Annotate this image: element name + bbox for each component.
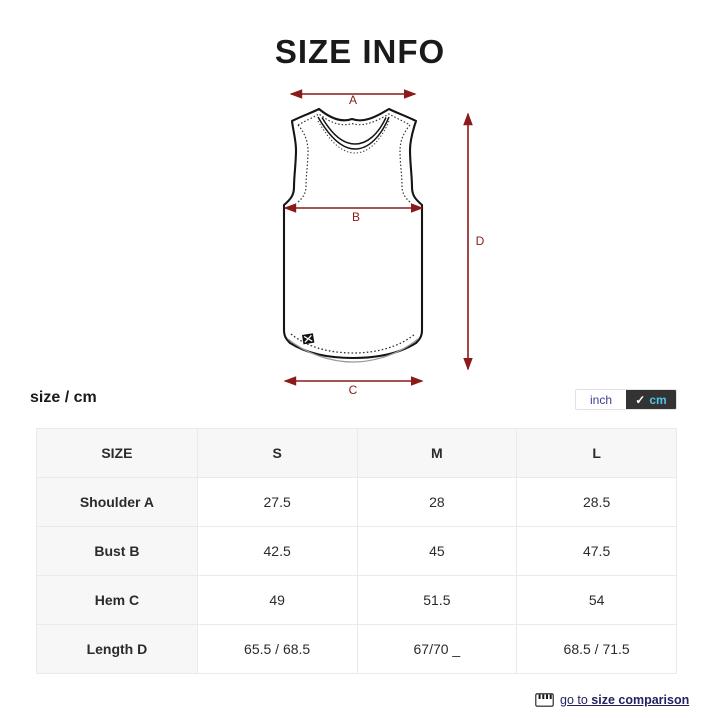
svg-text:B: B	[352, 210, 360, 224]
svg-text:C: C	[349, 383, 358, 397]
svg-text:D: D	[476, 234, 485, 248]
svg-text:A: A	[349, 93, 357, 107]
